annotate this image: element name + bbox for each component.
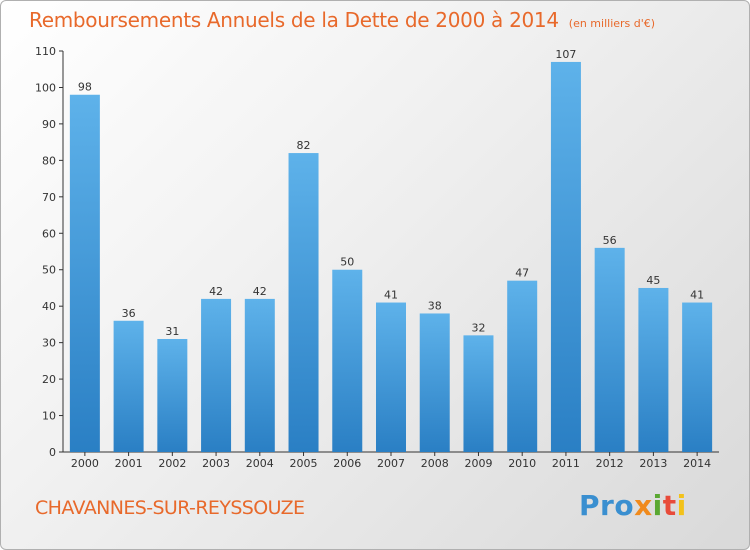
x-tick-label-2006: 2006 bbox=[333, 457, 361, 470]
x-tick-label-2013: 2013 bbox=[639, 457, 667, 470]
logo-part-2: x bbox=[634, 489, 653, 522]
y-tick-label: 0 bbox=[49, 446, 56, 459]
bar-2007 bbox=[376, 302, 406, 452]
bar-2010 bbox=[507, 280, 538, 452]
x-tick-label-2009: 2009 bbox=[464, 457, 492, 470]
bar-2008 bbox=[419, 313, 450, 452]
bar-2000 bbox=[69, 94, 100, 452]
commune-name: CHAVANNES-SUR-REYSSOUZE bbox=[35, 497, 305, 519]
bar-2013 bbox=[638, 287, 669, 452]
logo-part-3: i bbox=[652, 489, 663, 522]
data-label-2005: 82 bbox=[297, 139, 311, 152]
x-tick-label-2002: 2002 bbox=[158, 457, 186, 470]
data-label-2009: 32 bbox=[471, 321, 485, 334]
bar-2011 bbox=[550, 61, 581, 452]
y-tick-label: 70 bbox=[42, 191, 56, 204]
x-tick-label-2001: 2001 bbox=[115, 457, 143, 470]
data-label-2004: 42 bbox=[253, 285, 267, 298]
bar-2002 bbox=[157, 338, 188, 452]
chart-unit: (en milliers d'€) bbox=[568, 17, 656, 30]
logo-part-5: i bbox=[676, 489, 687, 522]
y-tick-label: 100 bbox=[35, 81, 56, 94]
x-tick-label-2003: 2003 bbox=[202, 457, 230, 470]
chart-title: Remboursements Annuels de la Dette de 20… bbox=[29, 8, 655, 32]
bar-2009 bbox=[463, 335, 494, 452]
bar-2005 bbox=[288, 153, 319, 452]
y-tick-label: 20 bbox=[42, 373, 56, 386]
y-tick-label: 30 bbox=[42, 337, 56, 350]
data-label-2012: 56 bbox=[603, 234, 617, 247]
data-label-2008: 38 bbox=[428, 299, 442, 312]
data-label-2010: 47 bbox=[515, 267, 529, 280]
logo-part-1: Pro bbox=[579, 489, 635, 522]
logo-part-4: t bbox=[662, 489, 677, 522]
data-label-2001: 36 bbox=[122, 307, 136, 320]
chart-title-text: Remboursements Annuels de la Dette de 20… bbox=[29, 8, 559, 32]
data-label-2013: 45 bbox=[646, 274, 660, 287]
y-tick-label: 90 bbox=[42, 118, 56, 131]
bar-2014 bbox=[682, 302, 713, 452]
bar-2004 bbox=[244, 298, 275, 452]
y-tick-label: 80 bbox=[42, 154, 56, 167]
x-tick-label-2004: 2004 bbox=[246, 457, 274, 470]
y-tick-label: 60 bbox=[42, 227, 56, 240]
x-tick-label-2011: 2011 bbox=[552, 457, 580, 470]
x-tick-label-2007: 2007 bbox=[377, 457, 405, 470]
x-tick-label-2010: 2010 bbox=[508, 457, 536, 470]
y-tick-label: 10 bbox=[42, 410, 56, 423]
y-tick-label: 50 bbox=[42, 264, 56, 277]
x-tick-label-2014: 2014 bbox=[683, 457, 711, 470]
x-tick-label-2005: 2005 bbox=[290, 457, 318, 470]
data-label-2006: 50 bbox=[340, 256, 354, 269]
data-label-2011: 107 bbox=[555, 48, 576, 61]
data-label-2014: 41 bbox=[690, 289, 704, 302]
bar-2001 bbox=[113, 320, 144, 452]
data-label-2003: 42 bbox=[209, 285, 223, 298]
bar-2003 bbox=[201, 298, 232, 452]
x-tick-label-2000: 2000 bbox=[71, 457, 99, 470]
proxiti-logo[interactable]: Proxiti bbox=[579, 489, 687, 522]
data-label-2002: 31 bbox=[165, 325, 179, 338]
data-label-2007: 41 bbox=[384, 289, 398, 302]
bar-2006 bbox=[332, 269, 363, 452]
y-tick-label: 40 bbox=[42, 300, 56, 313]
x-tick-label-2012: 2012 bbox=[596, 457, 624, 470]
bar-2012 bbox=[594, 247, 625, 452]
y-tick-label: 110 bbox=[35, 45, 56, 58]
x-tick-label-2008: 2008 bbox=[421, 457, 449, 470]
data-label-2000: 98 bbox=[78, 81, 92, 94]
